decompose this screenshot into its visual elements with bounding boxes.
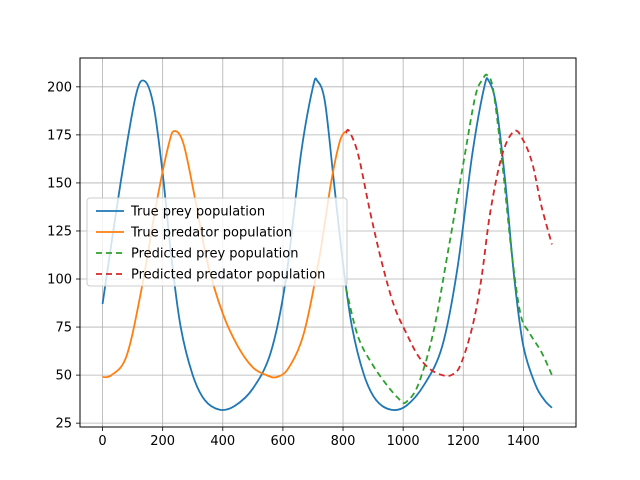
x-tick-label: 200 — [150, 434, 175, 449]
legend-entry-label: Predicted predator population — [131, 268, 325, 283]
y-tick-label: 50 — [55, 369, 72, 384]
y-tick-label: 75 — [55, 321, 72, 336]
y-tick-label: 150 — [47, 176, 72, 191]
legend-entry-label: Predicted prey population — [131, 247, 298, 262]
axis-ticks: 0 200 400 600 800 1000 1200 1400 25 50 75 100 125 150… — [47, 80, 540, 449]
y-tick-label: 125 — [47, 224, 72, 239]
x-tick-label: 1200 — [447, 434, 480, 449]
legend-box — [86, 197, 348, 287]
x-tick-label: 1000 — [387, 434, 420, 449]
x-tick-label: 0 — [98, 434, 106, 449]
x-tick-label: 1400 — [507, 434, 540, 449]
series-line-predicted-predator-population — [345, 128, 553, 377]
y-tick-label: 100 — [47, 273, 72, 288]
legend-entry-label: True predator population — [130, 226, 292, 241]
legend-entry-label: True prey population — [130, 205, 265, 220]
plot-frame — [79, 57, 577, 428]
x-tick-label: 400 — [210, 434, 235, 449]
series-line-predicted-prey-population — [345, 73, 553, 405]
y-tick-label: 25 — [55, 417, 72, 432]
legend: True prey population True predator popula… — [86, 197, 348, 287]
x-tick-label: 800 — [331, 434, 356, 449]
x-tick-label: 600 — [270, 434, 295, 449]
y-tick-label: 200 — [47, 80, 72, 95]
y-tick-label: 175 — [47, 128, 72, 143]
